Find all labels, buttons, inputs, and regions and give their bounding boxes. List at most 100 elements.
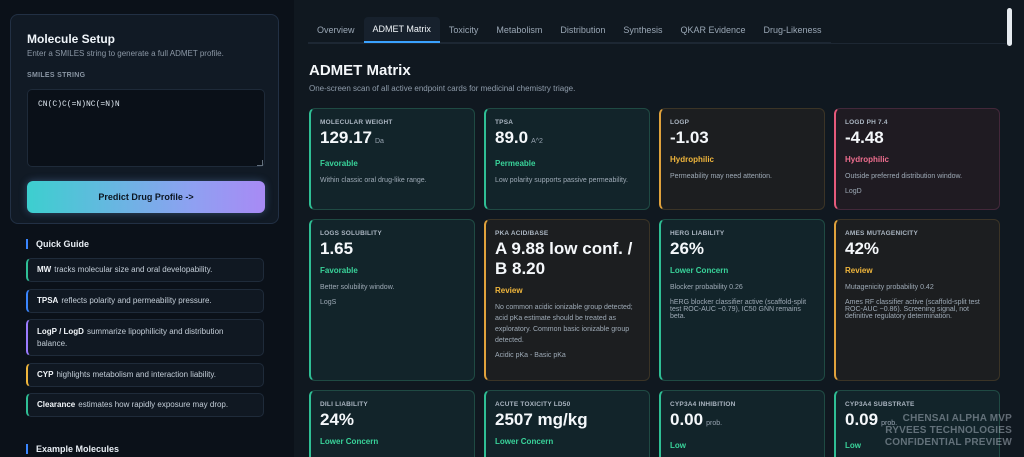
card-desc: Permeability may need attention. [670,173,772,180]
resize-grip-icon[interactable] [257,160,263,166]
card-key: LOGS SOLUBILITY [320,230,382,237]
tab-divider [308,43,1006,44]
card-tpsa: TPSA 89.0 A^2 Permeable Low polarity supp… [484,108,650,210]
guide-term: TPSA [37,296,59,305]
card-status: Lower Concern [495,437,554,446]
card-key: MOLECULAR WEIGHT [320,119,393,126]
watermark-line: CHENSAI ALPHA MVP [902,413,1012,424]
card-extra: LogD [845,188,862,195]
card-status: Permeable [495,159,536,168]
card-key: TPSA [495,119,514,126]
card-status: Hydrophilic [670,155,715,164]
card-logp: LOGP -1.03 Hydrophilic Permeability may … [659,108,825,210]
guide-text: tracks molecular size and oral developab… [54,265,213,274]
card-ames: AMES MUTAGENICITY 42% Review Mutagenicit… [834,219,1000,381]
card-status: Lower Concern [670,266,729,275]
card-key: LOGP [670,119,690,126]
quick-guide-title: Quick Guide [26,239,89,249]
card-value: A 9.88 low conf. / B 8.20 [495,239,633,278]
tab-metabolism[interactable]: Metabolism [487,17,552,43]
tab-admet-matrix[interactable]: ADMET Matrix [363,17,440,43]
guide-item-mw: MW tracks molecular size and oral develop… [26,258,264,282]
card-logd: LOGD PH 7.4 -4.48 Hydrophilic Outside pr… [834,108,1000,210]
card-desc: Low polarity supports passive permeabili… [495,177,628,184]
card-desc: Outside preferred distribution window. [845,173,963,180]
setup-title: Molecule Setup [27,32,116,46]
card-value: -4.48 [845,128,884,147]
card-value-text: 89.0 [495,128,529,147]
card-unit: prob. [706,420,723,427]
card-logs-solubility: LOGS SOLUBILITY 1.65 Favorable Better so… [309,219,475,381]
card-key: AMES MUTAGENICITY [845,230,918,237]
guide-term: CYP [37,370,54,379]
card-desc: Mutagenicity probability 0.42 [845,284,934,291]
tab-distribution[interactable]: Distribution [551,17,615,43]
card-status: Hydrophilic [845,155,890,164]
card-desc: Within classic oral drug-like range. [320,177,427,184]
guide-term: Clearance [37,400,76,409]
card-status: Review [845,266,873,275]
card-value: 89.0 A^2 [495,128,640,152]
card-status: Favorable [320,159,358,168]
card-value: 24% [320,410,355,429]
card-value: 0.00 prob. [670,410,815,434]
guide-text: reflects polarity and permeability press… [61,296,212,305]
card-key: LOGD PH 7.4 [845,119,888,126]
guide-item-logp-logd: LogP / LogD summarize lipophilicity and d… [26,319,264,356]
card-ld50: ACUTE TOXICITY LD50 2507 mg/kg Lower Con… [484,390,650,457]
card-value: 42% [845,239,880,258]
card-cyp3a4-inhibition: CYP3A4 INHIBITION 0.00 prob. Low [659,390,825,457]
card-unit: Da [375,138,384,145]
tab-synthesis[interactable]: Synthesis [614,17,672,43]
sidebar: Molecule Setup Enter a SMILES string to … [0,0,294,457]
smiles-label: SMILES STRING [27,72,86,79]
tab-qkar-evidence[interactable]: QKAR Evidence [671,17,755,43]
main-panel: Overview ADMET Matrix Toxicity Metabolis… [294,0,1024,457]
smiles-input[interactable]: CN(C)C(=N)NC(=N)N [27,89,265,167]
card-extra: Ames RF classifier active (scaffold-spli… [845,299,980,320]
card-status: Low [845,441,861,450]
card-desc: Better solubility window. [320,284,395,291]
card-value: 2507 mg/kg [495,410,588,429]
tab-bar: Overview ADMET Matrix Toxicity Metabolis… [308,17,831,43]
example-molecules-title: Example Molecules [26,444,119,454]
guide-term: MW [37,265,52,274]
card-status: Lower Concern [320,437,379,446]
scrollbar-thumb[interactable] [1007,8,1012,46]
card-value: 1.65 [320,239,354,258]
card-value: 129.17 Da [320,128,465,152]
card-desc: No common acidic ionizable group detecte… [495,304,633,344]
tab-toxicity[interactable]: Toxicity [439,17,488,43]
guide-text: summarize lipophilicity and distribution… [37,326,224,348]
card-key: CYP3A4 SUBSTRATE [845,401,915,408]
card-herg: HERG LIABILITY 26% Lower Concern Blocker… [659,219,825,381]
card-status: Favorable [320,266,358,275]
card-key: CYP3A4 INHIBITION [670,401,736,408]
card-key: PKA ACID/BASE [495,230,549,237]
predict-button[interactable]: Predict Drug Profile -> [27,181,265,213]
molecule-setup-panel: Molecule Setup Enter a SMILES string to … [10,14,279,224]
card-status: Review [495,286,523,295]
watermark-line: RYVEES TECHNOLOGIES [885,425,1012,436]
card-extra: LogS [320,299,337,306]
card-value: -1.03 [670,128,709,147]
card-desc: Blocker probability 0.26 [670,284,743,291]
setup-subtitle: Enter a SMILES string to generate a full… [27,49,224,58]
guide-item-cyp: CYP highlights metabolism and interaction… [26,363,264,387]
card-pka: PKA ACID/BASE A 9.88 low conf. / B 8.20 … [484,219,650,381]
card-extra: Acidic pKa - Basic pKa [495,352,566,359]
tab-overview[interactable]: Overview [308,17,364,43]
card-value-text: 0.09 [845,410,879,429]
page-description: One-screen scan of all active endpoint c… [309,84,576,93]
guide-text: highlights metabolism and interaction li… [56,370,216,379]
watermark: CHENSAI ALPHA MVP RYVEES TECHNOLOGIES CO… [870,413,1012,449]
guide-term: LogP / LogD [37,326,84,336]
card-value: 0.09 prob. [845,410,990,434]
guide-item-tpsa: TPSA reflects polarity and permeability p… [26,289,264,313]
card-unit: A^2 [531,138,543,145]
watermark-line: CONFIDENTIAL PREVIEW [884,437,1012,448]
card-value-text: 0.00 [670,410,704,429]
card-value-text: 129.17 [320,128,372,147]
tab-drug-likeness[interactable]: Drug-Likeness [754,17,831,43]
